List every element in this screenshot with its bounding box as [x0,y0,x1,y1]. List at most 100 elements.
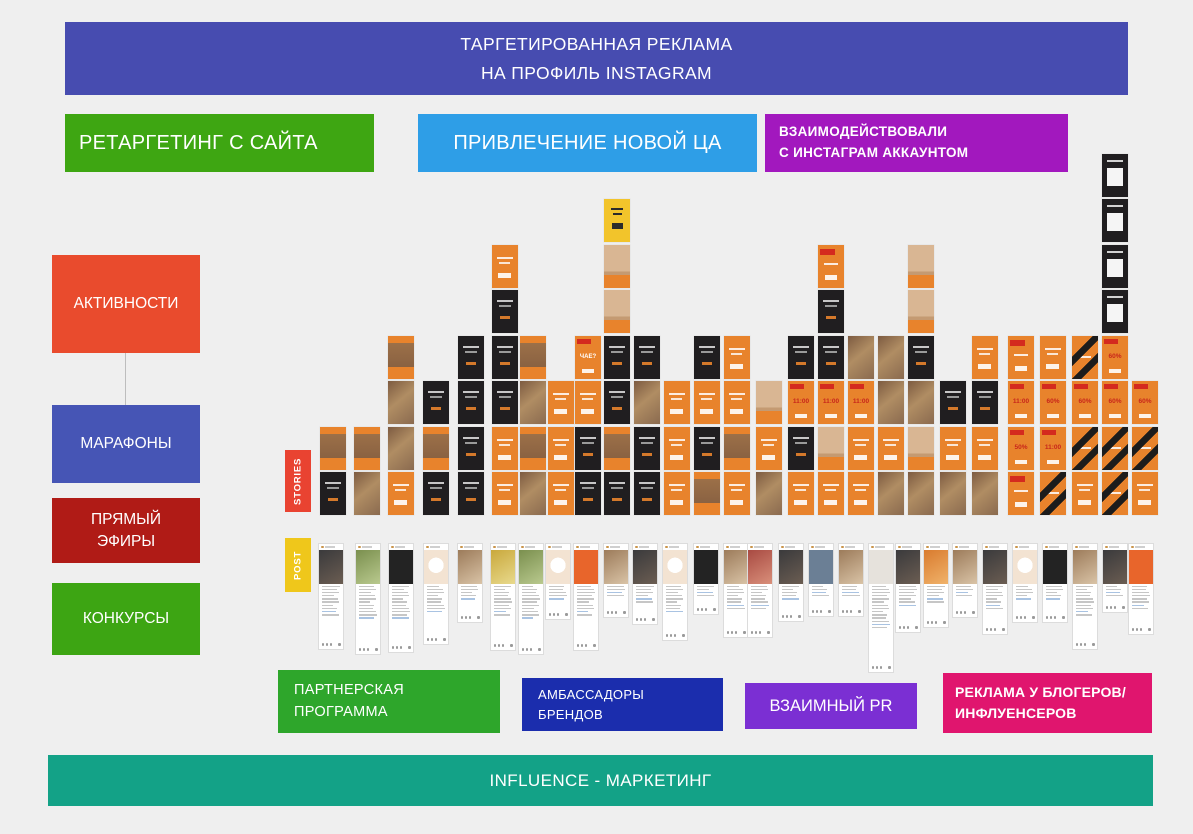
post-thumbnail [923,543,949,628]
story-thumbnail [1102,290,1128,333]
story-thumbnail [818,335,844,379]
post-header [635,545,655,549]
story-thumbnail [492,381,518,424]
post-action-icons [358,647,378,652]
post-action-icons [391,645,411,650]
post-thumbnail [838,543,864,617]
story-thumbnail: 60% [1072,381,1098,424]
post-action-icons [493,643,513,648]
post-thumbnail [747,543,773,638]
partner-program-line-2: ПРОГРАММА [294,703,388,720]
post-header [426,545,446,549]
partner-program-line-1: ПАРТНЕРСКАЯ [294,681,404,698]
story-thumbnail [848,335,874,379]
new-audience-block: ПРИВЛЕЧЕНИЕ НОВОЙ ЦА [418,114,757,172]
story-thumbnail [1102,153,1128,197]
story-thumbnail [575,472,601,515]
post-header [811,545,831,549]
post-action-icons [521,647,541,652]
story-thumbnail [604,335,630,379]
live-streams-line-1: ПРЯМЫЙ [90,510,162,528]
post-action-icons [460,615,480,620]
story-thumbnail [1132,472,1158,515]
post-action-icons [871,665,891,670]
story-thumbnail [604,199,630,242]
post-header [1105,545,1125,549]
post-thumbnail [778,543,804,622]
post-caption-lines [1043,584,1067,616]
story-thumbnail [1102,472,1128,515]
post-caption-lines [839,584,863,610]
post-image [1013,549,1037,584]
story-thumbnail [878,335,904,379]
post-thumbnail [457,543,483,623]
influence-marketing-label: INFLUENCE - МАРКЕТИНГ [489,770,712,790]
post-image [519,549,543,584]
story-thumbnail [575,426,601,470]
post-image [633,549,657,584]
story-thumbnail [1102,244,1128,288]
story-thumbnail [575,381,601,424]
story-thumbnail [694,426,720,470]
post-image [694,549,718,584]
story-thumbnail [520,426,546,470]
story-thumbnail: 60% [1102,335,1128,379]
post-image [1043,549,1067,584]
story-thumbnail [818,426,844,470]
post-header [926,545,946,549]
story-thumbnail [604,472,630,515]
story-thumbnail [423,426,449,470]
story-thumbnail [520,335,546,379]
story-thumbnail: 60% [1102,381,1128,424]
story-thumbnail [878,426,904,470]
story-thumbnail: 60% [1040,381,1066,424]
blogger-ads-line-1: РЕКЛАМА У БЛОГЕРОВ/ [955,684,1126,700]
story-thumbnail [458,335,484,379]
story-thumbnail [1072,335,1098,379]
post-caption-lines [458,584,482,616]
post-header [606,545,626,549]
story-thumbnail [878,381,904,424]
post-header [548,545,568,549]
mutual-pr-label: ВЗАИМНЫЙ PR [769,696,893,715]
targeted-ads-banner: ТАРГЕТИРОВАННАЯ РЕКЛАМА НА ПРОФИЛЬ INSTA… [65,22,1128,95]
mutual-pr-block: ВЗАИМНЫЙ PR [745,683,917,729]
story-thumbnail [1040,335,1066,379]
post-header [665,545,685,549]
post-thumbnail [1128,543,1154,635]
post-caption-lines [389,584,413,646]
story-thumbnail [788,472,814,515]
post-header [841,545,861,549]
story-thumbnail [724,381,750,424]
story-thumbnail [388,472,414,515]
post-header [1015,545,1035,549]
story-thumbnail [940,381,966,424]
post-thumbnail [355,543,381,655]
post-header [750,545,770,549]
post-header [985,545,1005,549]
post-action-icons [606,610,626,615]
contests-block: КОНКУРСЫ [52,583,200,655]
story-thumbnail [972,426,998,470]
post-caption-lines [953,584,977,611]
interacted-line-2: С ИНСТАГРАМ АККАУНТОМ [779,145,969,160]
post-thumbnail [423,543,449,645]
post-thumbnail [632,543,658,625]
post-caption-lines [779,584,803,615]
story-thumbnail [972,335,998,379]
story-thumbnail [320,472,346,515]
stories-tag: STORIES [285,450,311,512]
post-thumbnail [490,543,516,651]
post-header [696,545,716,549]
post-action-icons [635,617,655,622]
post-action-icons [548,612,568,617]
post-action-icons [898,625,918,630]
story-thumbnail [320,426,346,470]
post-header [726,545,746,549]
post-caption-lines [1103,584,1127,606]
post-image [839,549,863,584]
story-thumbnail [940,426,966,470]
story-thumbnail [908,472,934,515]
story-thumbnail [756,426,782,470]
story-thumbnail [756,472,782,515]
